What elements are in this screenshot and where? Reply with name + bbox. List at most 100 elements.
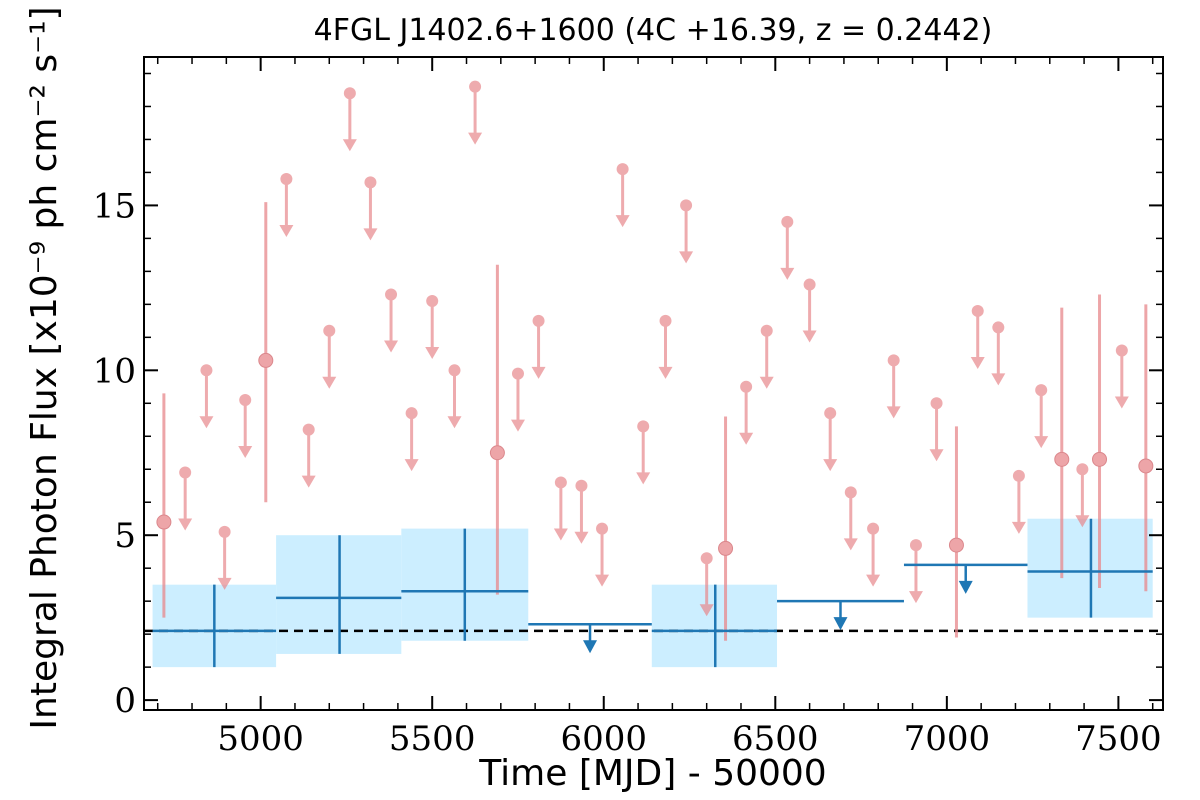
- upper-limit-marker: [909, 539, 922, 552]
- upper-limit-arrow: [615, 215, 630, 228]
- long-bin-detection: [651, 584, 778, 668]
- short-bin-upper-limit: [384, 288, 399, 353]
- upper-limit-marker: [659, 314, 672, 327]
- short-bin-upper-limit: [199, 364, 214, 429]
- upper-limit-marker: [824, 407, 837, 420]
- short-bin-upper-limit: [929, 397, 944, 462]
- x-axis-label: Time [MJD] - 50000: [478, 753, 826, 794]
- upper-limit-marker: [364, 176, 377, 189]
- y-tick-label: 5: [114, 516, 136, 556]
- short-bin-upper-limit: [679, 199, 694, 264]
- upper-limit-arrow: [802, 330, 817, 343]
- short-bin-upper-limit: [1114, 344, 1129, 409]
- upper-limit-arrow: [363, 228, 378, 241]
- short-bin-upper-limit: [636, 420, 651, 485]
- short-bin-upper-limit: [178, 466, 193, 531]
- upper-limit-marker: [218, 525, 231, 538]
- upper-limit-arrow: [447, 416, 462, 429]
- upper-limit-marker: [280, 173, 293, 186]
- long-bin-upper-limit: [903, 563, 1028, 594]
- upper-limit-arrow: [279, 225, 294, 238]
- short-bin-upper-limit: [238, 393, 253, 458]
- y-tick-label: 0: [114, 681, 136, 721]
- upper-limit-arrow: [699, 604, 714, 617]
- short-bin-upper-limit: [574, 479, 589, 544]
- short-bin-upper-limit: [780, 215, 795, 280]
- long-bin-upper-limit: [777, 599, 904, 631]
- short-bin-upper-limit: [447, 364, 462, 429]
- upper-limit-marker: [323, 324, 336, 337]
- short-bin-detection: [718, 416, 734, 641]
- upper-limit-arrow: [322, 376, 337, 389]
- x-tick-label: 6000: [560, 719, 647, 759]
- upper-limit-arrow: [866, 574, 881, 587]
- upper-limit-arrow: [759, 376, 774, 389]
- short-bin-upper-limit: [843, 486, 858, 551]
- detection-point: [258, 352, 274, 368]
- upper-limit-marker: [803, 278, 816, 291]
- long-limit-arrow: [583, 640, 598, 654]
- chart-title: 4FGL J1402.6+1600 (4C +16.39, z = 0.2442…: [314, 13, 993, 48]
- upper-limit-marker: [971, 304, 984, 317]
- upper-limit-arrow: [929, 449, 944, 462]
- upper-limit-arrow: [1011, 521, 1026, 534]
- upper-limit-arrow: [217, 577, 232, 590]
- long-bin-detection: [152, 584, 277, 668]
- upper-limit-arrow: [384, 340, 399, 353]
- upper-limit-arrow: [404, 459, 419, 472]
- upper-limit-marker: [405, 407, 418, 420]
- plot-frame: [143, 56, 1164, 711]
- short-bin-upper-limit: [425, 295, 440, 360]
- upper-limit-marker: [992, 321, 1005, 334]
- upper-limit-arrow: [970, 356, 985, 369]
- short-bin-upper-limit: [908, 539, 923, 604]
- upper-limit-marker: [426, 295, 439, 308]
- upper-limit-arrow: [510, 419, 525, 432]
- upper-limit-marker: [554, 476, 567, 489]
- short-bin-detection: [948, 426, 964, 638]
- upper-limit-marker: [700, 552, 713, 565]
- short-bin-upper-limit: [991, 321, 1006, 386]
- short-bin-upper-limit: [531, 314, 546, 379]
- short-bin-upper-limit: [615, 163, 630, 228]
- short-bin-upper-limit: [553, 476, 568, 541]
- short-bin-upper-limit: [468, 80, 483, 145]
- short-bin-upper-limit: [823, 407, 838, 472]
- short-bin-detection: [156, 393, 172, 618]
- upper-limit-marker: [930, 397, 943, 410]
- upper-limit-arrow: [1114, 396, 1129, 409]
- upper-limit-arrow: [342, 139, 357, 152]
- short-bin-upper-limit: [970, 304, 985, 369]
- short-bin-upper-limit: [866, 522, 881, 587]
- short-bin-upper-limit: [510, 367, 525, 432]
- x-tick-label: 5000: [217, 719, 304, 759]
- upper-limit-arrow: [991, 373, 1006, 386]
- upper-limit-marker: [781, 215, 794, 228]
- y-tick-label: 15: [93, 186, 136, 226]
- detection-point: [948, 537, 964, 553]
- long-limit-arrow: [958, 580, 973, 594]
- short-bin-detection: [1092, 294, 1108, 588]
- upper-limit-arrow: [908, 591, 923, 604]
- upper-limit-arrow: [468, 132, 483, 145]
- upper-limit-marker: [1076, 463, 1089, 476]
- upper-limit-arrow: [739, 432, 754, 445]
- short-bin-detection: [258, 202, 274, 503]
- short-bin-upper-limit: [1034, 384, 1049, 449]
- upper-limit-arrow: [595, 574, 610, 587]
- long-bin-detection: [1027, 518, 1153, 618]
- plot-area: [143, 56, 1164, 711]
- upper-limit-marker: [302, 423, 315, 436]
- detection-point: [1092, 451, 1108, 467]
- detection-point: [489, 445, 505, 461]
- short-bin-upper-limit: [217, 525, 232, 590]
- upper-limit-marker: [740, 380, 753, 393]
- upper-limit-marker: [239, 393, 252, 406]
- upper-limit-marker: [844, 486, 857, 499]
- detection-point: [156, 514, 172, 530]
- upper-limit-marker: [575, 479, 588, 492]
- upper-limit-arrow: [1034, 436, 1049, 449]
- x-tick-label: 6500: [732, 719, 819, 759]
- upper-limit-marker: [760, 324, 773, 337]
